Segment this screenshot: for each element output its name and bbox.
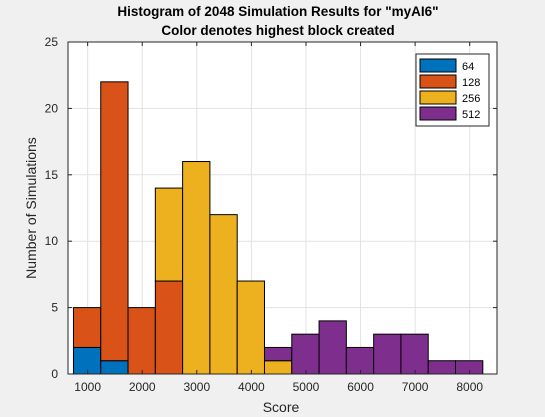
legend-swatch-256: [419, 90, 457, 105]
legend-label-64: 64: [462, 61, 474, 73]
chart-title: Histogram of 2048 Simulation Results for…: [117, 4, 438, 19]
histogram-bar-512: [291, 333, 320, 375]
x-axis-label: Score: [263, 399, 300, 415]
histogram-bar-128: [154, 280, 184, 375]
x-tick-label: 2000: [129, 380, 156, 394]
histogram-bar-256: [236, 280, 265, 375]
histogram-bar-512: [318, 320, 347, 375]
histogram-bar-512: [373, 333, 402, 375]
y-tick-label: 15: [45, 168, 59, 182]
histogram-bar-512: [427, 360, 457, 375]
axes-box: [67, 41, 498, 375]
histogram-bar-256: [154, 187, 184, 282]
histogram-bar-256: [263, 360, 293, 375]
y-tick-label: 20: [45, 101, 59, 115]
histogram-bar-128: [100, 81, 129, 362]
legend: 64 128 256 512: [415, 53, 490, 127]
x-tick-label: 8000: [456, 380, 483, 394]
legend-label-256: 256: [462, 93, 480, 105]
legend-label-512: 512: [462, 109, 480, 121]
legend-swatch-128: [419, 74, 457, 89]
y-tick-label: 0: [51, 367, 58, 381]
histogram-bar-512: [455, 360, 484, 375]
legend-swatch-64: [419, 58, 457, 73]
histogram-bar-256: [209, 214, 238, 375]
histogram-bar-512: [263, 346, 293, 362]
histogram-bar-64: [72, 346, 102, 375]
y-tick-label: 25: [45, 35, 59, 49]
histogram-bar-512: [400, 333, 429, 375]
y-tick-label: 5: [51, 301, 58, 315]
x-tick-label: 5000: [293, 380, 320, 394]
x-tick-label: 3000: [183, 380, 210, 394]
chart-subtitle: Color denotes highest block created: [161, 23, 394, 38]
y-tick-label: 10: [45, 234, 59, 248]
histogram-bar-256: [182, 161, 211, 375]
histogram-bar-128: [127, 307, 156, 375]
histogram-bar-128: [72, 307, 102, 348]
legend-swatch-512: [419, 106, 457, 121]
y-axis-label: Number of Simulations: [23, 137, 39, 279]
x-tick-label: 4000: [238, 380, 265, 394]
legend-label-128: 128: [462, 77, 480, 89]
x-tick-label: 1000: [74, 380, 101, 394]
histogram-bar-64: [100, 360, 129, 375]
histogram-bar-512: [345, 346, 375, 375]
x-tick-label: 6000: [347, 380, 374, 394]
x-tick-label: 7000: [402, 380, 429, 394]
